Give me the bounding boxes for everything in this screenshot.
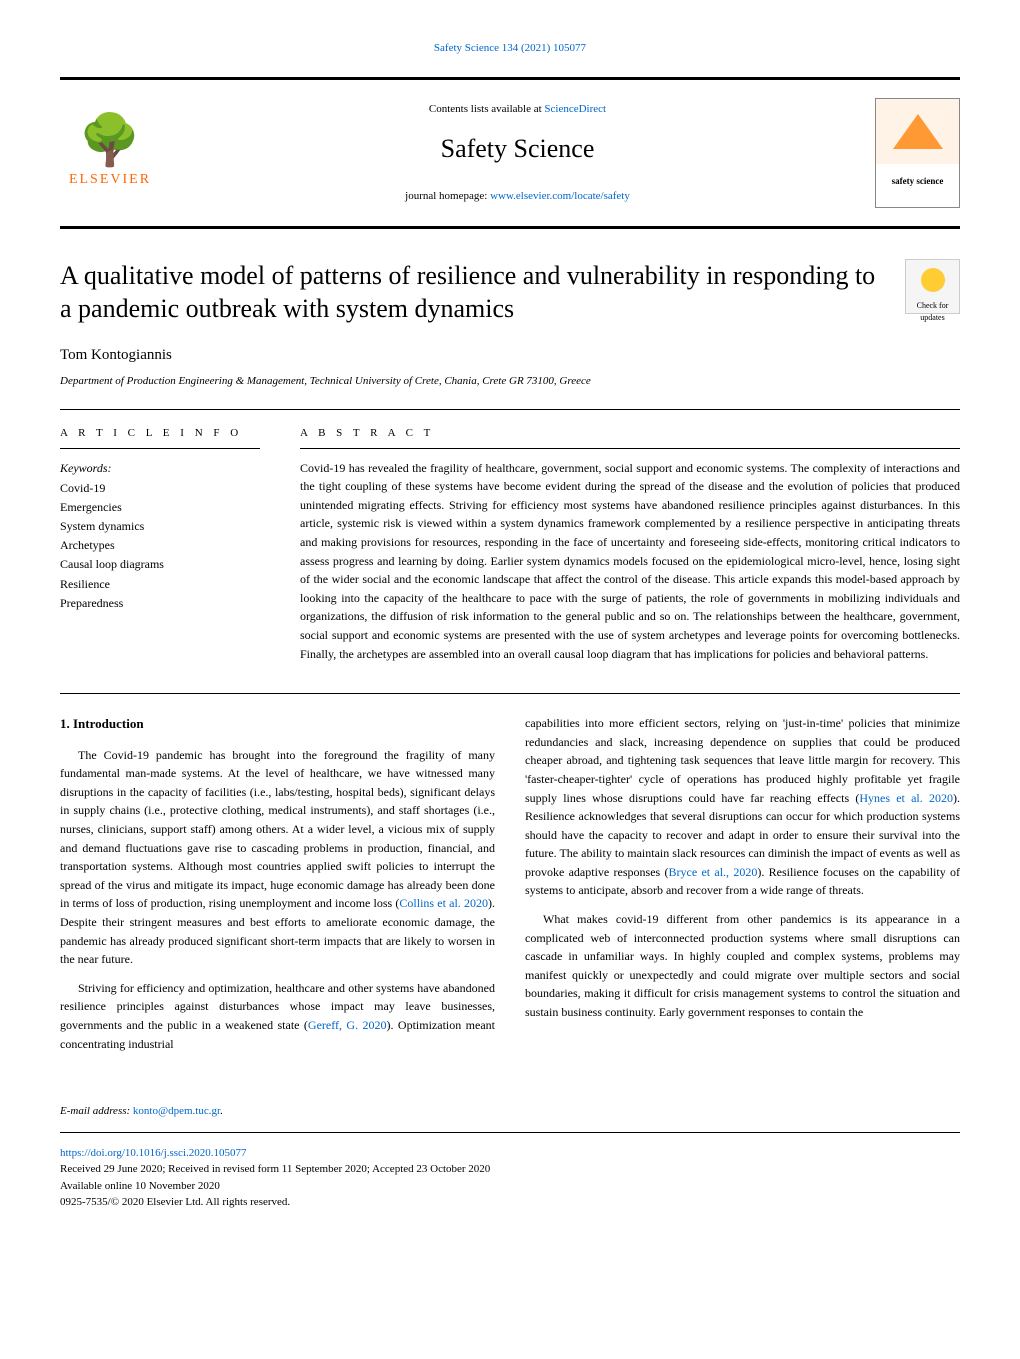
keyword-item: Covid-19 [60, 479, 260, 498]
citation-link[interactable]: Gereff, G. 2020 [308, 1018, 387, 1032]
cover-triangle-icon [893, 114, 943, 149]
check-updates-badge[interactable]: Check for updates [905, 259, 960, 314]
article-info-label: A R T I C L E I N F O [60, 425, 260, 449]
journal-citation-header: Safety Science 134 (2021) 105077 [60, 40, 960, 57]
keywords-label: Keywords: [60, 459, 260, 477]
homepage-line: journal homepage: www.elsevier.com/locat… [160, 188, 875, 205]
article-title: A qualitative model of patterns of resil… [60, 259, 885, 327]
homepage-prefix: journal homepage: [405, 190, 490, 202]
citation-link[interactable]: Collins et al. 2020 [399, 896, 488, 910]
available-line: Available online 10 November 2020 [60, 1178, 960, 1195]
para-text: The Covid-19 pandemic has brought into t… [60, 748, 495, 911]
sciencedirect-link[interactable]: ScienceDirect [544, 103, 606, 115]
keyword-item: Resilience [60, 575, 260, 594]
citation-link[interactable]: Bryce et al., 2020 [669, 865, 758, 879]
journal-cover-thumbnail: safety science [875, 98, 960, 208]
body-paragraph: capabilities into more efficient sectors… [525, 714, 960, 900]
citation-link[interactable]: Safety Science 134 (2021) 105077 [434, 42, 586, 54]
body-columns: 1. Introduction The Covid-19 pandemic ha… [60, 714, 960, 1063]
publisher-name: ELSEVIER [60, 169, 160, 190]
keyword-item: Preparedness [60, 594, 260, 613]
homepage-link[interactable]: www.elsevier.com/locate/safety [490, 190, 630, 202]
abstract-column: A B S T R A C T Covid-19 has revealed th… [300, 425, 960, 663]
body-paragraph: Striving for efficiency and optimization… [60, 979, 495, 1053]
journal-center-block: Contents lists available at ScienceDirec… [160, 101, 875, 205]
abstract-bottom-divider [60, 693, 960, 694]
keyword-item: System dynamics [60, 517, 260, 536]
email-line: E-mail address: konto@dpem.tuc.gr. [60, 1103, 960, 1120]
body-column-right: capabilities into more efficient sectors… [525, 714, 960, 1063]
keyword-item: Causal loop diagrams [60, 555, 260, 574]
received-line: Received 29 June 2020; Received in revis… [60, 1161, 960, 1178]
updates-line2: updates [906, 312, 959, 324]
section-1-heading: 1. Introduction [60, 714, 495, 734]
cover-label: safety science [876, 175, 959, 189]
copyright-line: 0925-7535/© 2020 Elsevier Ltd. All right… [60, 1194, 960, 1211]
footer-divider [60, 1132, 960, 1133]
updates-line1: Check for [906, 300, 959, 312]
body-paragraph: What makes covid-19 different from other… [525, 910, 960, 1022]
publisher-logo: 🌳 ELSEVIER [60, 115, 160, 190]
elsevier-tree-icon: 🌳 [60, 115, 160, 165]
journal-header: 🌳 ELSEVIER Contents lists available at S… [60, 88, 960, 218]
abstract-text: Covid-19 has revealed the fragility of h… [300, 459, 960, 664]
abstract-label: A B S T R A C T [300, 425, 960, 449]
doi-link[interactable]: https://doi.org/10.1016/j.ssci.2020.1050… [60, 1147, 247, 1159]
citation-link[interactable]: Hynes et al. 2020 [859, 791, 953, 805]
article-title-row: A qualitative model of patterns of resil… [60, 259, 960, 327]
body-column-left: 1. Introduction The Covid-19 pandemic ha… [60, 714, 495, 1063]
updates-mark-icon [921, 268, 945, 292]
contents-line: Contents lists available at ScienceDirec… [160, 101, 875, 118]
info-abstract-section: A R T I C L E I N F O Keywords: Covid-19… [60, 409, 960, 663]
email-label: E-mail address: [60, 1105, 133, 1117]
body-paragraph: The Covid-19 pandemic has brought into t… [60, 746, 495, 969]
author-affiliation: Department of Production Engineering & M… [60, 373, 960, 390]
email-link[interactable]: konto@dpem.tuc.gr [133, 1105, 220, 1117]
article-info-column: A R T I C L E I N F O Keywords: Covid-19… [60, 425, 260, 663]
journal-title: Safety Science [160, 129, 875, 168]
keyword-item: Archetypes [60, 536, 260, 555]
top-divider [60, 77, 960, 80]
keyword-item: Emergencies [60, 498, 260, 517]
contents-prefix: Contents lists available at [429, 103, 544, 115]
footer-meta: https://doi.org/10.1016/j.ssci.2020.1050… [60, 1145, 960, 1211]
header-bottom-divider [60, 226, 960, 229]
author-name: Tom Kontogiannis [60, 344, 960, 367]
footer-section: E-mail address: konto@dpem.tuc.gr. https… [60, 1103, 960, 1211]
